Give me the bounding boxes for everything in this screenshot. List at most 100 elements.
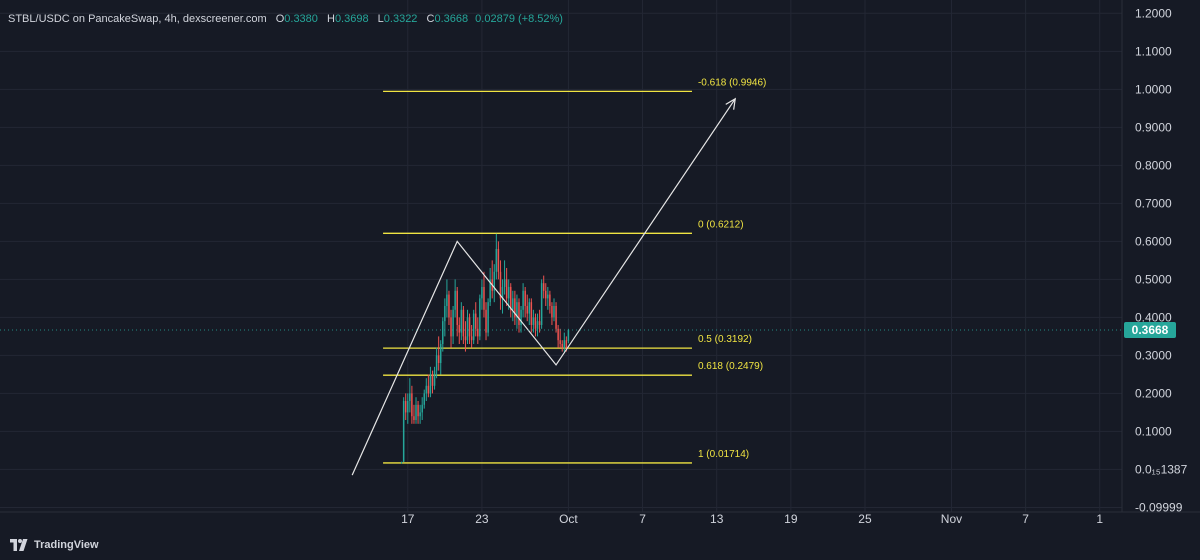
price-tick-label: 0.0₁₅1387	[1135, 462, 1188, 476]
legend-header: STBL/USDC on PancakeSwap, 4h, dexscreene…	[8, 13, 563, 25]
candle-up	[547, 294, 549, 299]
candle-down	[413, 416, 415, 421]
high-value: 0.3698	[334, 13, 369, 25]
candle-down	[549, 294, 551, 306]
candle-down	[526, 305, 528, 314]
time-tick-label: 17	[401, 512, 415, 526]
candle-down	[497, 248, 500, 272]
candle-down	[450, 317, 452, 337]
candle-down	[514, 298, 516, 318]
candle-down	[545, 290, 547, 299]
time-tick-label: 7	[639, 512, 646, 526]
price-tick-label: 0.1000	[1135, 424, 1172, 438]
price-tick-label: 0.7000	[1135, 196, 1172, 210]
candle-down	[534, 317, 537, 329]
candlestick-series	[400, 233, 570, 464]
candle-down	[411, 393, 413, 417]
low-value: 0.3322	[383, 13, 418, 25]
candle-up	[439, 343, 442, 363]
candle-up	[520, 309, 522, 325]
time-tick-label: 13	[710, 512, 724, 526]
grid-lines	[0, 0, 1122, 512]
candle-down	[456, 290, 458, 325]
price-tick-label: 1.2000	[1135, 6, 1172, 20]
candle-down	[561, 343, 563, 348]
candle-down	[448, 294, 450, 318]
candle-up	[400, 461, 403, 463]
time-tick-label: 7	[1022, 512, 1029, 526]
time-tick-label: 23	[475, 512, 489, 526]
high-label: H	[326, 13, 335, 25]
open-label: O	[275, 13, 285, 25]
fib-retracement-drawing[interactable]: -0.618 (0.9946) 0 (0.6212) 0.5 (0.3192) 0.6…	[383, 77, 766, 464]
change-value: 0.02879 (+8.52%)	[475, 13, 563, 25]
candle-down	[524, 290, 526, 306]
plot-background	[0, 0, 1122, 512]
candle-down	[470, 336, 473, 341]
candle-down	[518, 302, 520, 325]
price-tick-label: 0.8000	[1135, 158, 1172, 172]
candle-up	[444, 305, 446, 322]
candle-up	[402, 401, 405, 462]
fib-level-label: -0.618 (0.9946)	[698, 77, 766, 88]
candle-up	[460, 309, 463, 333]
price-tick-label: 0.6000	[1135, 234, 1172, 248]
projection-drawing[interactable]	[351, 97, 737, 476]
candle-down	[542, 283, 545, 291]
candle-up	[415, 404, 417, 421]
candle-up	[452, 309, 454, 337]
last-price-badge	[1124, 322, 1176, 339]
price-tick-label: 1.0000	[1135, 82, 1172, 96]
candle-down	[499, 271, 502, 299]
candle-down	[477, 328, 479, 337]
time-tick-label: 1	[1096, 512, 1103, 526]
candle-down	[427, 385, 430, 394]
time-tick-label: Nov	[941, 512, 962, 526]
candle-down	[437, 355, 440, 363]
candle-up	[479, 298, 481, 337]
candle-down	[565, 340, 568, 348]
candle-up	[495, 248, 498, 272]
candle-down	[431, 374, 434, 386]
candle-down	[505, 279, 508, 299]
last-price-label: 0.3668	[1132, 323, 1169, 337]
candle-up	[435, 355, 438, 371]
candle-up	[512, 298, 514, 310]
candle-down	[462, 309, 465, 337]
price-tick-label: 0.3000	[1135, 348, 1172, 362]
candle-up	[493, 271, 496, 291]
time-tick-label: 19	[784, 512, 798, 526]
candle-down	[468, 317, 471, 337]
candle-down	[551, 305, 553, 318]
candle-down	[485, 309, 487, 333]
time-tick-label: 25	[858, 512, 872, 526]
candle-up	[503, 279, 506, 287]
candle-down	[509, 286, 512, 310]
arrow-head-icon	[725, 97, 737, 110]
fib-level-label: 0.5 (0.3192)	[698, 334, 752, 345]
candle-down	[483, 286, 485, 310]
price-axis[interactable]: 1.2000 1.1000 1.0000 0.9000 0.8000 0.7000 0.60…	[1135, 6, 1188, 514]
candle-down	[417, 404, 419, 417]
candle-up	[528, 302, 531, 314]
time-axis[interactable]: 17 23 Oct 7 13 19 25 Nov 7 1	[401, 512, 1103, 526]
price-tick-label: 0.2000	[1135, 386, 1172, 400]
candle-down	[474, 313, 477, 329]
tradingview-label: TradingView	[34, 539, 99, 551]
candle-up	[407, 401, 409, 413]
candle-down	[555, 305, 557, 329]
price-tick-label: -0.09999	[1135, 500, 1183, 514]
candle-up	[522, 290, 524, 310]
tradingview-branding[interactable]: TradingView	[10, 539, 99, 551]
tradingview-logo-icon	[10, 539, 28, 551]
candle-up	[425, 385, 428, 394]
price-tick-label: 0.4000	[1135, 310, 1172, 324]
price-tick-label: 0.9000	[1135, 120, 1172, 134]
time-tick-label: Oct	[559, 512, 578, 526]
candle-up	[501, 286, 504, 299]
candle-up	[442, 321, 444, 344]
candle-up	[532, 317, 535, 325]
candle-down	[557, 328, 559, 341]
